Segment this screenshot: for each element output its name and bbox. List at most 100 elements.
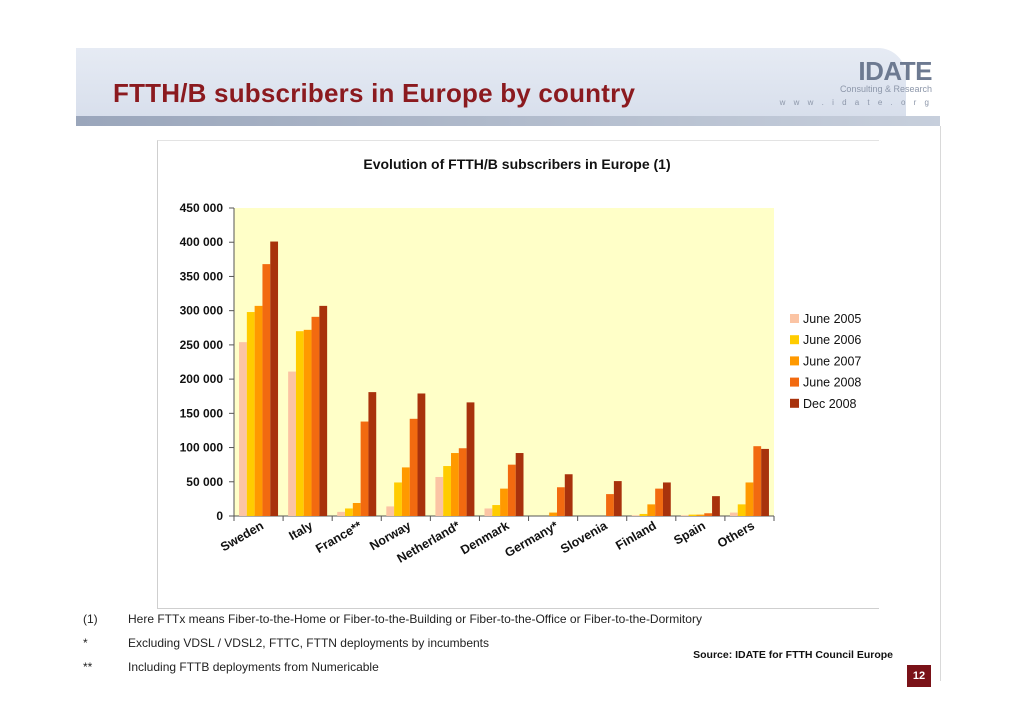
y-tick-label: 350 000 [180, 269, 224, 283]
bar [556, 487, 565, 516]
bar [319, 305, 328, 516]
x-tick-label: Italy [286, 518, 315, 543]
bar [492, 505, 501, 516]
bar [352, 502, 361, 516]
bar [737, 504, 746, 516]
bar [303, 329, 312, 516]
bar [451, 453, 459, 516]
y-tick-label: 50 000 [186, 475, 223, 489]
header-band [76, 48, 906, 116]
legend-swatch [790, 314, 799, 323]
chart-title: Evolution of FTTH/B subscribers in Europ… [363, 156, 670, 172]
legend-label: June 2007 [803, 354, 861, 368]
logo-url: w w w . i d a t e . o r g [779, 98, 932, 107]
x-tick-label: France** [313, 518, 364, 556]
y-tick-label: 250 000 [180, 338, 224, 352]
bar [246, 312, 255, 516]
bar [712, 496, 720, 516]
legend-label: Dec 2008 [803, 397, 857, 411]
footnote-mark: (1) [83, 612, 98, 626]
bar [761, 448, 769, 516]
bar [409, 418, 418, 516]
header-stripe [76, 116, 940, 126]
footnote-3: ** Including FTTB deployments from Numeri… [83, 660, 379, 674]
bar [696, 514, 705, 516]
x-tick-label: Spain [671, 518, 707, 547]
x-tick-label: Sweden [218, 518, 266, 554]
bar [500, 488, 508, 516]
y-tick-label: 150 000 [180, 406, 224, 420]
legend-swatch [790, 356, 799, 366]
bar [254, 305, 263, 516]
logo-name: IDATE [858, 56, 932, 86]
bar [295, 331, 304, 516]
legend-label: June 2006 [803, 333, 861, 347]
right-divider [940, 126, 941, 681]
bar [662, 482, 671, 516]
page-number: 12 [907, 665, 931, 687]
bar [360, 421, 369, 516]
footnote-text: Including FTTB deployments from Numerica… [128, 660, 379, 674]
bar [394, 482, 402, 516]
bar [507, 464, 516, 516]
y-tick-label: 100 000 [180, 441, 224, 455]
footnote-text: Here FTTx means Fiber-to-the-Home or Fib… [128, 612, 702, 626]
bar [401, 467, 410, 516]
bar [639, 513, 648, 516]
x-tick-label: Others [715, 518, 757, 550]
legend-swatch [790, 377, 799, 387]
logo-subtitle: Consulting & Research [839, 84, 932, 94]
legend-swatch [790, 335, 799, 345]
bar [386, 506, 395, 516]
bar [515, 453, 524, 516]
y-tick-label: 0 [216, 509, 223, 523]
bar [417, 393, 426, 516]
bar [435, 476, 444, 516]
legend-swatch [790, 398, 799, 408]
x-tick-label: Finland [613, 518, 658, 552]
x-tick-label: Slovenia [558, 518, 610, 556]
bar [466, 402, 475, 516]
bar [239, 342, 247, 516]
bar [368, 392, 377, 516]
bar [680, 515, 689, 516]
legend-label: June 2008 [803, 376, 861, 390]
bar [753, 446, 762, 516]
y-tick-label: 400 000 [180, 235, 224, 249]
footnote-mark: * [83, 636, 88, 650]
footnote-2: * Excluding VDSL / VDSL2, FTTC, FTTN depl… [83, 636, 489, 650]
bar [729, 512, 738, 516]
bar [745, 482, 754, 516]
bar [549, 512, 557, 516]
page-title: FTTH/B subscribers in Europe by country [113, 78, 636, 108]
footnote-1: (1) Here FTTx means Fiber-to-the-Home or … [83, 612, 702, 626]
bar [270, 241, 279, 516]
footnote-text: Excluding VDSL / VDSL2, FTTC, FTTN deplo… [128, 636, 490, 650]
bar [288, 371, 296, 516]
bar [647, 504, 656, 516]
bar [262, 264, 271, 516]
bar [631, 515, 640, 516]
footnote-mark: ** [83, 660, 93, 674]
bar [704, 513, 713, 516]
bar [345, 508, 353, 516]
bar [606, 494, 614, 516]
source-note: Source: IDATE for FTTH Council Europe [693, 649, 893, 661]
bar [311, 316, 320, 516]
bar [688, 514, 697, 516]
legend-label: June 2005 [803, 312, 861, 326]
bar [458, 448, 467, 516]
bar [337, 511, 346, 516]
y-tick-label: 200 000 [180, 372, 224, 386]
idate-logo: IDATE Consulting & Research w w w . i d … [780, 56, 936, 112]
bar [484, 508, 493, 516]
bar [564, 474, 573, 516]
y-tick-label: 450 000 [180, 201, 224, 215]
y-tick-label: 300 000 [180, 304, 224, 318]
x-tick-label: Germany* [502, 518, 560, 560]
chart-frame [157, 140, 879, 609]
bar [613, 481, 622, 516]
bar [443, 466, 452, 516]
bar [655, 488, 663, 516]
